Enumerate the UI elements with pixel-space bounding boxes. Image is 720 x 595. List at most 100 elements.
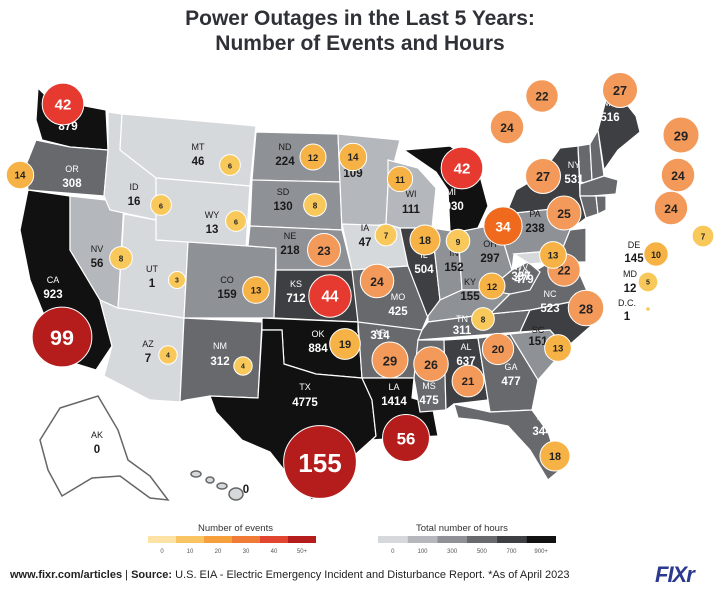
state-hours-hi: 0 — [243, 484, 249, 496]
footer-source-label: Source: — [131, 569, 173, 581]
state-hours-md: 12 — [624, 283, 637, 295]
event-count-mt: 6 — [228, 162, 232, 171]
region-ri — [595, 195, 607, 215]
event-circle-nd — [299, 143, 327, 171]
hours-swatch-1 — [407, 536, 438, 543]
event-circle-nc — [567, 289, 605, 327]
event-count-ct: 24 — [664, 202, 678, 216]
event-bubble-ut: 3 — [167, 270, 187, 290]
state-abbr-nv: NV — [91, 244, 104, 254]
state-abbr-ct: CT — [635, 195, 647, 205]
state-abbr-mi: MI — [446, 187, 456, 197]
event-count-ma: 29 — [674, 129, 688, 144]
event-circle-ne — [307, 233, 341, 267]
event-circle-ok — [329, 328, 361, 360]
region-fl — [453, 403, 561, 481]
event-count-in: 9 — [456, 237, 461, 247]
event-bubble-co: 13 — [242, 276, 270, 304]
state-abbr-pa: PA — [529, 209, 540, 219]
event-count-al: 20 — [492, 344, 505, 356]
event-count-wv: 13 — [548, 251, 559, 262]
event-bubble-in: 9 — [445, 228, 471, 254]
state-hours-id: 16 — [128, 196, 141, 208]
event-count-nv: 8 — [119, 255, 124, 264]
event-circle-ms — [413, 346, 449, 382]
event-circle-nv — [109, 246, 133, 270]
event-circle-wi — [386, 165, 414, 193]
hours-swatch-4 — [496, 536, 527, 543]
event-bubble-ca: 99 — [31, 306, 93, 368]
event-count-mo: 24 — [370, 275, 384, 289]
event-bubble-me: 27 — [601, 71, 639, 109]
event-count-tn: 8 — [481, 316, 486, 325]
state-hours-ga: 477 — [501, 376, 520, 388]
state-abbr-fl: FL — [537, 412, 548, 422]
event-circle-nm — [233, 356, 253, 376]
event-count-nj: 7 — [701, 233, 706, 242]
event-circle-al — [481, 332, 515, 366]
title-line-2: Number of Events and Hours — [215, 32, 505, 55]
state-hours-wy: 13 — [206, 224, 219, 236]
dc-marker — [646, 307, 650, 311]
state-hours-dc.: 1 — [624, 311, 631, 323]
state-hours-nd: 224 — [275, 156, 295, 168]
hours-swatch-5 — [526, 536, 556, 543]
event-count-ky: 12 — [487, 282, 497, 292]
event-bubble-la: 56 — [382, 414, 430, 462]
region-hi — [190, 470, 244, 501]
event-bubble-wa: 42 — [41, 82, 85, 126]
state-abbr-ny: NY — [568, 160, 581, 170]
event-circle-wa — [41, 82, 85, 126]
event-bubble-il: 18 — [409, 224, 441, 256]
hours-tick-5: 900+ — [534, 549, 548, 555]
state-abbr-co: CO — [220, 275, 234, 285]
footer-url[interactable]: www.fixr.com/articles — [10, 569, 123, 581]
event-circle-de — [643, 241, 669, 267]
state-hours-ny: 531 — [564, 174, 584, 186]
state-abbr-md: MD — [623, 269, 637, 279]
state-hours-pa: 238 — [525, 223, 545, 235]
event-circle-id — [150, 194, 172, 216]
state-hours-co: 159 — [217, 289, 236, 301]
event-count-oh: 34 — [495, 220, 511, 235]
legend-events-title: Number of events — [198, 523, 273, 534]
event-bubble-ar: 29 — [371, 341, 409, 379]
state-abbr-nm: NM — [213, 341, 227, 351]
state-abbr-al: AL — [460, 342, 471, 352]
state-hours-ut: 1 — [149, 278, 156, 290]
event-count-ri: 24 — [671, 169, 685, 183]
event-circle-fl — [539, 440, 571, 472]
state-abbr-mt: MT — [192, 142, 205, 152]
state-abbr-de: DE — [628, 240, 641, 250]
event-circle-az — [158, 345, 178, 365]
state-abbr-nd: ND — [279, 142, 292, 152]
state-hours-sd: 130 — [273, 201, 292, 213]
state-abbr-ar: AR — [374, 328, 387, 338]
state-hours-nc: 523 — [540, 303, 559, 315]
state-abbr-oh: OH — [483, 239, 497, 249]
state-abbr-wi: WI — [406, 189, 417, 199]
state-abbr-nc: NC — [544, 289, 557, 299]
event-circle-nh — [525, 79, 559, 113]
event-count-nc: 28 — [579, 302, 593, 317]
event-bubble-sc: 13 — [544, 334, 572, 362]
event-circle-ri — [660, 157, 696, 193]
event-count-ms: 26 — [424, 358, 438, 372]
events-tick-3: 30 — [243, 549, 250, 555]
events-swatch-0 — [148, 536, 176, 543]
region-ia — [341, 223, 409, 271]
state-hours-nh: 432 — [566, 96, 585, 108]
event-count-md: 5 — [646, 280, 650, 287]
state-hours-ms: 475 — [419, 395, 439, 407]
state-abbr-mo: MO — [391, 292, 406, 302]
event-circle-ks — [308, 274, 352, 318]
event-bubble-ga: 21 — [451, 364, 485, 398]
event-count-ia: 7 — [384, 232, 389, 241]
event-count-sd: 8 — [313, 202, 318, 211]
region-nd — [251, 131, 341, 183]
event-circle-nj — [691, 224, 715, 248]
event-bubble-mo: 24 — [359, 263, 395, 299]
state-hours-fl: 344 — [532, 426, 552, 438]
state-hours-ri: 460 — [635, 178, 654, 190]
event-bubble-nc: 28 — [567, 289, 605, 327]
